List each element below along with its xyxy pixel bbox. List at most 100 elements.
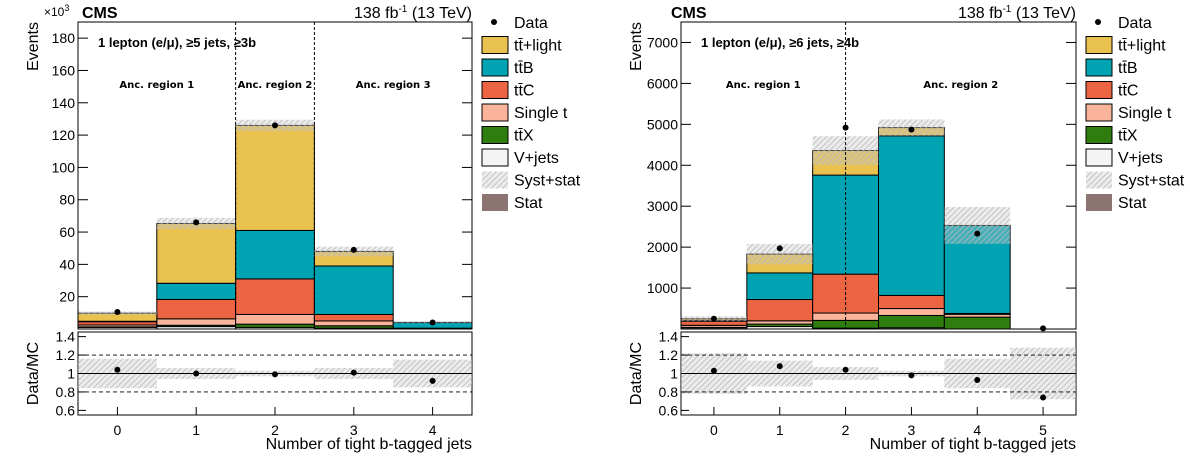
- legend-swatch-ttB: [481, 58, 509, 77]
- bar-ttB-bin3: [313, 265, 394, 315]
- bar-ttB-bin1: [156, 282, 237, 300]
- legend-swatch-ttX: [1085, 126, 1113, 144]
- region-label: Anc. region 1: [119, 80, 194, 91]
- syst-band-bin2: [812, 136, 879, 165]
- data-point-bin1: [776, 245, 783, 252]
- data-point-bin2: [842, 124, 849, 131]
- ratio-y-tick-label: 1: [670, 366, 678, 382]
- bar-singlet-bin3: [313, 320, 394, 327]
- legend-swatch-singlet: [481, 103, 509, 122]
- legend-swatch-syst: [482, 171, 508, 189]
- legend-swatch-vjets: [1085, 148, 1113, 167]
- bar-ttC-bin3: [878, 294, 945, 310]
- data-point-bin4: [974, 230, 981, 237]
- bar-ttlight-bin2: [235, 124, 315, 231]
- bar-ttC-bin0: [680, 320, 748, 326]
- legend-label: tt̄C: [514, 83, 534, 100]
- y-tick-label: 2000: [647, 239, 678, 255]
- ratio-y-tick-label: 1.4: [56, 329, 76, 345]
- y-tick-label: 40: [59, 256, 75, 272]
- region-label: Anc. region 2: [923, 80, 998, 91]
- main-frame: [77, 21, 473, 330]
- legend-label: tt̄X: [514, 128, 534, 145]
- legend-label: Stat: [514, 195, 543, 212]
- ratio-point-bin2: [272, 371, 278, 378]
- legend-swatch-ttC: [1085, 81, 1113, 99]
- ratio-y-tick-label: 0.6: [56, 402, 76, 418]
- ratio-point-bin4: [429, 377, 436, 384]
- energy-label: (13 TeV): [407, 5, 472, 22]
- bar-singlet-bin3: [878, 308, 945, 316]
- legend-swatch-ttC: [481, 81, 509, 99]
- legend-marker-data: [1095, 19, 1101, 25]
- legend-swatch-singlet: [1085, 103, 1113, 122]
- y-tick-label: 7000: [647, 34, 678, 50]
- x-tick-label: 4: [973, 422, 981, 438]
- x-tick-label: 1: [776, 422, 784, 438]
- y-tick-label: 60: [59, 224, 75, 240]
- bar-ttC-bin2: [235, 278, 315, 315]
- data-point-bin5: [1040, 325, 1047, 332]
- legend-swatch-ttX: [481, 126, 509, 144]
- selection-label: 1 lepton (e/μ), ≥5 jets, ≥3b: [98, 35, 256, 50]
- lumi-label: 138 fb-1 (13 TeV): [958, 4, 1076, 22]
- ratio-y-tick-label: 1.2: [56, 347, 76, 363]
- ratio-point-bin2: [842, 366, 849, 373]
- legend-swatch-stat: [1086, 194, 1112, 211]
- bar-ttC-bin1: [746, 299, 814, 322]
- y-axis-label: Events: [628, 22, 645, 71]
- region-label: Anc. region 3: [356, 80, 431, 91]
- lumi-exponent: -1: [398, 4, 407, 15]
- data-point-bin3: [350, 246, 357, 253]
- experiment-label: CMS: [671, 5, 707, 22]
- y-tick-label: 3000: [647, 198, 678, 214]
- data-point-bin3: [908, 126, 915, 133]
- y-tick-label: 5000: [647, 116, 678, 132]
- data-point-bin0: [114, 309, 121, 316]
- legend-label: tt̄+light: [514, 38, 562, 55]
- bar-ttB-bin1: [746, 272, 814, 301]
- y-multiplier-exponent: 3: [64, 3, 69, 13]
- ratio-y-tick-label: 1.4: [659, 329, 679, 345]
- x-tick-label: 2: [842, 422, 850, 438]
- legend-swatch-stat: [482, 194, 508, 211]
- data-point-bin4: [429, 319, 436, 326]
- main-frame: [680, 21, 1077, 330]
- experiment-label: CMS: [82, 5, 118, 22]
- y-tick-label: 1000: [647, 280, 678, 296]
- ratio-axis-label: Data/MC: [25, 342, 42, 405]
- ratio-point-bin5: [1040, 394, 1047, 401]
- bar-ttX-bin3: [878, 314, 945, 329]
- y-tick-label: 20: [59, 289, 75, 305]
- legend-swatch-syst: [1086, 171, 1112, 189]
- legend-label: Data: [514, 15, 548, 32]
- syst-band-bin1: [746, 243, 813, 265]
- chart-right: Anc. region 1 Anc. region 210002000300040…: [628, 4, 1185, 453]
- legend-label: Single t: [1118, 105, 1172, 122]
- legend-label: Single t: [514, 105, 568, 122]
- lumi-exponent: -1: [1002, 4, 1011, 15]
- x-tick-label: 1: [192, 422, 200, 438]
- energy-label: (13 TeV): [1011, 5, 1076, 22]
- y-tick-label: 4000: [647, 157, 678, 173]
- ratio-point-bin1: [193, 370, 200, 377]
- x-tick-label: 5: [1039, 422, 1047, 438]
- bar-ttC-bin1: [156, 298, 237, 320]
- x-axis-label: Number of tight b-tagged jets: [870, 436, 1076, 453]
- y-tick-label: 140: [52, 95, 76, 111]
- selection-label: 1 lepton (e/μ), ≥6 jets, ≥4b: [701, 35, 859, 50]
- y-tick-label: 6000: [647, 75, 678, 91]
- legend-label: tt̄C: [1118, 83, 1138, 100]
- x-tick-label: 3: [350, 422, 358, 438]
- data-point-bin0: [710, 315, 717, 322]
- chart-left: Anc. region 1 Anc. region 2 Anc. region 3 2…: [25, 3, 581, 453]
- legend-label: Syst+stat: [1118, 173, 1185, 190]
- data-point-bin2: [272, 122, 278, 129]
- ratio-y-tick-label: 0.6: [659, 402, 679, 418]
- x-tick-label: 0: [710, 422, 718, 438]
- legend-swatch-ttlight: [481, 36, 509, 54]
- data-point-bin1: [193, 219, 200, 226]
- ratio-point-bin3: [908, 372, 915, 379]
- x-tick-label: 4: [429, 422, 437, 438]
